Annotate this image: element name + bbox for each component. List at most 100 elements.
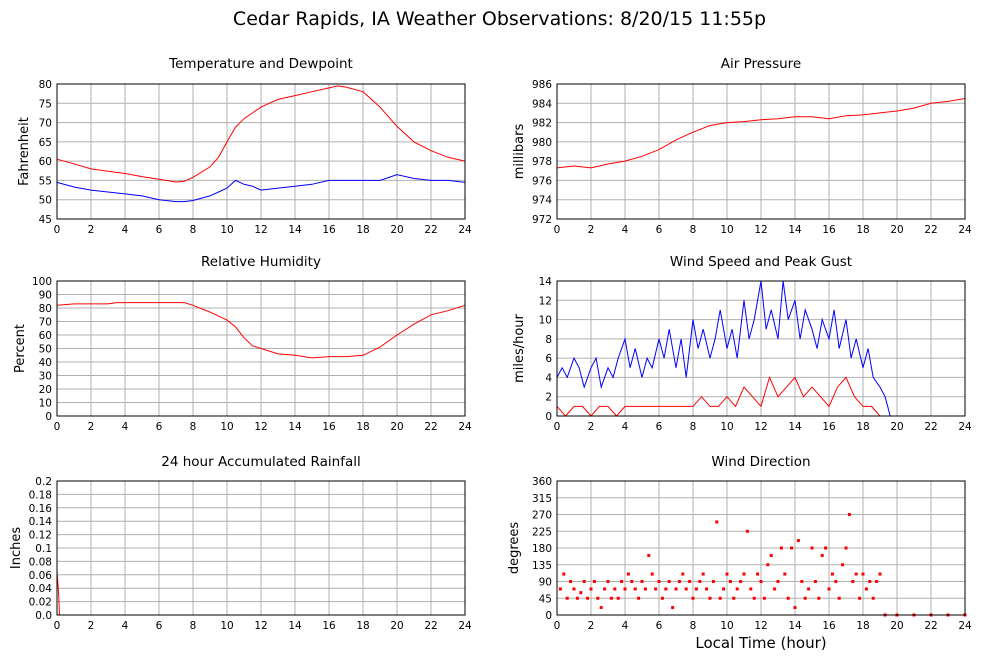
x-tick-label: 20 xyxy=(390,224,403,236)
x-tick-label: 0 xyxy=(54,421,61,433)
data-point xyxy=(698,580,702,583)
x-tick-label: 22 xyxy=(924,421,937,433)
y-tick-label: 70 xyxy=(39,317,52,329)
y-tick-label: 984 xyxy=(532,98,552,110)
x-tick-label: 10 xyxy=(220,620,233,632)
y-tick-label: 980 xyxy=(532,137,552,149)
data-point xyxy=(790,546,794,550)
y-tick-label: 10 xyxy=(539,315,552,327)
y-tick-label: 60 xyxy=(39,156,52,168)
y-tick-label: 972 xyxy=(532,214,552,226)
y-tick-label: 360 xyxy=(532,476,552,488)
data-point xyxy=(732,596,736,600)
data-point xyxy=(851,580,855,583)
y-tick-label: 0 xyxy=(545,411,552,423)
x-tick-label: 8 xyxy=(190,421,197,433)
x-tick-label: 12 xyxy=(754,620,767,632)
x-tick-label: 24 xyxy=(958,224,972,236)
x-tick-label: 4 xyxy=(122,620,129,632)
data-point xyxy=(569,580,573,583)
data-point xyxy=(596,596,600,600)
y-tick-label: 8 xyxy=(545,334,552,346)
x-tick-label: 0 xyxy=(554,224,561,236)
plot-frame xyxy=(556,280,966,417)
y-tick-label: 978 xyxy=(532,156,552,168)
data-point xyxy=(701,572,705,576)
plot-frame xyxy=(56,480,466,616)
y-tick-label: 0.18 xyxy=(29,489,52,501)
y-tick-label: 100 xyxy=(32,276,52,288)
x-tick-label: 10 xyxy=(720,620,733,632)
y-tick-label: 0.02 xyxy=(29,597,52,609)
plot-frame xyxy=(56,280,466,417)
y-axis-label: miles/hour xyxy=(512,313,527,382)
data-point xyxy=(637,596,641,600)
x-tick-label: 20 xyxy=(890,224,903,236)
data-point xyxy=(864,587,868,591)
data-point xyxy=(783,572,787,576)
data-point xyxy=(776,580,780,583)
data-point xyxy=(803,596,807,600)
plot-frame xyxy=(56,83,466,220)
x-tick-label: 14 xyxy=(288,620,302,632)
data-point xyxy=(728,580,732,583)
y-axis-label: Inches xyxy=(9,527,24,569)
series-line xyxy=(56,85,466,183)
x-tick-label: 18 xyxy=(356,224,369,236)
data-point xyxy=(681,572,685,576)
series-line xyxy=(556,280,965,417)
y-tick-label: 0.08 xyxy=(29,556,52,568)
data-point xyxy=(650,572,654,576)
x-tick-label: 14 xyxy=(788,620,802,632)
data-point xyxy=(759,580,763,583)
x-tick-label: 2 xyxy=(88,421,95,433)
data-point xyxy=(623,587,627,591)
x-tick-label: 4 xyxy=(622,421,629,433)
data-point xyxy=(820,553,824,557)
x-tick-label: 6 xyxy=(656,224,663,236)
x-tick-label: 14 xyxy=(788,224,802,236)
data-point xyxy=(722,587,726,591)
data-point xyxy=(830,572,834,576)
x-tick-label: 18 xyxy=(856,620,869,632)
data-point xyxy=(660,596,664,600)
x-tick-label: 16 xyxy=(322,620,336,632)
data-point xyxy=(711,580,715,583)
data-point xyxy=(694,587,698,591)
data-point xyxy=(725,572,729,576)
data-point xyxy=(705,587,709,591)
data-point xyxy=(671,606,675,610)
x-tick-label: 2 xyxy=(588,421,595,433)
x-tick-label: 4 xyxy=(622,224,629,236)
data-point xyxy=(844,546,848,550)
x-tick-label: 16 xyxy=(322,224,336,236)
x-tick-label: 14 xyxy=(288,421,302,433)
data-point xyxy=(834,580,838,583)
y-tick-label: 135 xyxy=(532,560,552,572)
data-point xyxy=(626,572,630,576)
x-axis-title: Local Time (hour) xyxy=(695,634,827,652)
data-point xyxy=(609,596,613,600)
data-point xyxy=(854,572,858,576)
x-tick-label: 2 xyxy=(588,224,595,236)
x-tick-label: 22 xyxy=(424,224,437,236)
y-tick-label: 0.14 xyxy=(29,516,53,528)
chart-title: Air Pressure xyxy=(721,56,801,72)
data-point xyxy=(647,553,651,557)
data-point xyxy=(620,580,624,583)
x-tick-label: 0 xyxy=(554,421,561,433)
plot-frame xyxy=(556,480,966,616)
x-tick-label: 16 xyxy=(822,620,836,632)
data-point xyxy=(773,587,777,591)
data-point xyxy=(813,580,817,583)
data-point xyxy=(847,513,851,516)
y-axis-label: Fahrenheit xyxy=(17,117,32,186)
y-tick-label: 0.04 xyxy=(29,583,53,595)
x-tick-label: 24 xyxy=(958,421,972,433)
data-point xyxy=(667,580,671,583)
data-point xyxy=(613,587,617,591)
x-tick-label: 24 xyxy=(458,421,472,433)
x-tick-label: 8 xyxy=(690,224,697,236)
data-point xyxy=(643,587,647,591)
x-tick-label: 24 xyxy=(458,224,472,236)
